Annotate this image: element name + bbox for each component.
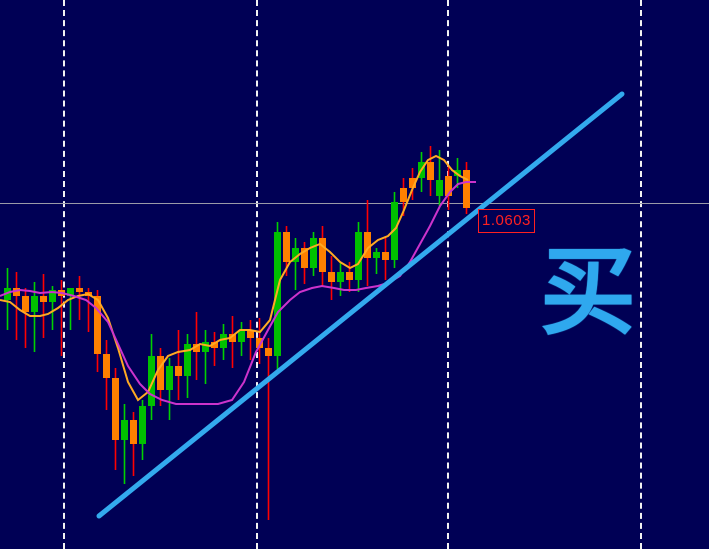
- candle-body: [463, 170, 470, 208]
- candle-body: [283, 232, 290, 262]
- candle-body: [328, 272, 335, 282]
- candle-body: [166, 366, 173, 390]
- candle-body: [31, 296, 38, 312]
- candle-body: [103, 354, 110, 378]
- candle-body: [94, 296, 101, 354]
- session-divider-3: [447, 0, 449, 549]
- candle-body: [202, 342, 209, 352]
- candle-body: [211, 342, 218, 348]
- candle-body: [139, 406, 146, 444]
- candle-body: [436, 180, 443, 196]
- candle-body: [148, 356, 155, 406]
- candle-body: [13, 288, 20, 296]
- candle-body: [400, 188, 407, 202]
- candle-body: [193, 344, 200, 352]
- candle-body: [112, 378, 119, 440]
- moving-average-slow-line: [0, 154, 469, 402]
- candle-body: [67, 288, 74, 296]
- candle-body: [121, 420, 128, 440]
- candle-body: [256, 338, 263, 348]
- candle-body: [346, 272, 353, 280]
- candle-body: [337, 272, 344, 282]
- candle-body: [184, 344, 191, 376]
- candle-body: [49, 290, 56, 302]
- session-divider-2: [256, 0, 258, 549]
- candle-body: [229, 334, 236, 342]
- session-divider-1: [63, 0, 65, 549]
- candle-body: [175, 366, 182, 376]
- candle-body: [292, 248, 299, 262]
- uptrend-line: [96, 91, 625, 519]
- candle-body: [238, 330, 245, 342]
- candle-body: [130, 420, 137, 444]
- candle-body: [40, 296, 47, 302]
- candle-body: [445, 176, 452, 196]
- candle-body: [427, 162, 434, 180]
- session-divider-4: [640, 0, 642, 549]
- candle-body: [319, 238, 326, 272]
- buy-annotation: 买: [540, 236, 636, 348]
- candle-body: [382, 252, 389, 260]
- candle-body: [247, 330, 254, 338]
- candle-body: [265, 348, 272, 356]
- candle-body: [364, 232, 371, 258]
- candle-body: [373, 252, 380, 258]
- candle-body: [391, 202, 398, 260]
- candle-body: [310, 238, 317, 268]
- candle-body: [301, 248, 308, 268]
- candle-body: [355, 232, 362, 280]
- candle-body: [409, 178, 416, 188]
- candle-body: [76, 288, 83, 292]
- candle-body: [157, 356, 164, 390]
- price-level-line: [0, 203, 709, 204]
- candle-body: [220, 334, 227, 348]
- price-tag: 1.0603: [478, 209, 535, 233]
- candle-body: [22, 296, 29, 312]
